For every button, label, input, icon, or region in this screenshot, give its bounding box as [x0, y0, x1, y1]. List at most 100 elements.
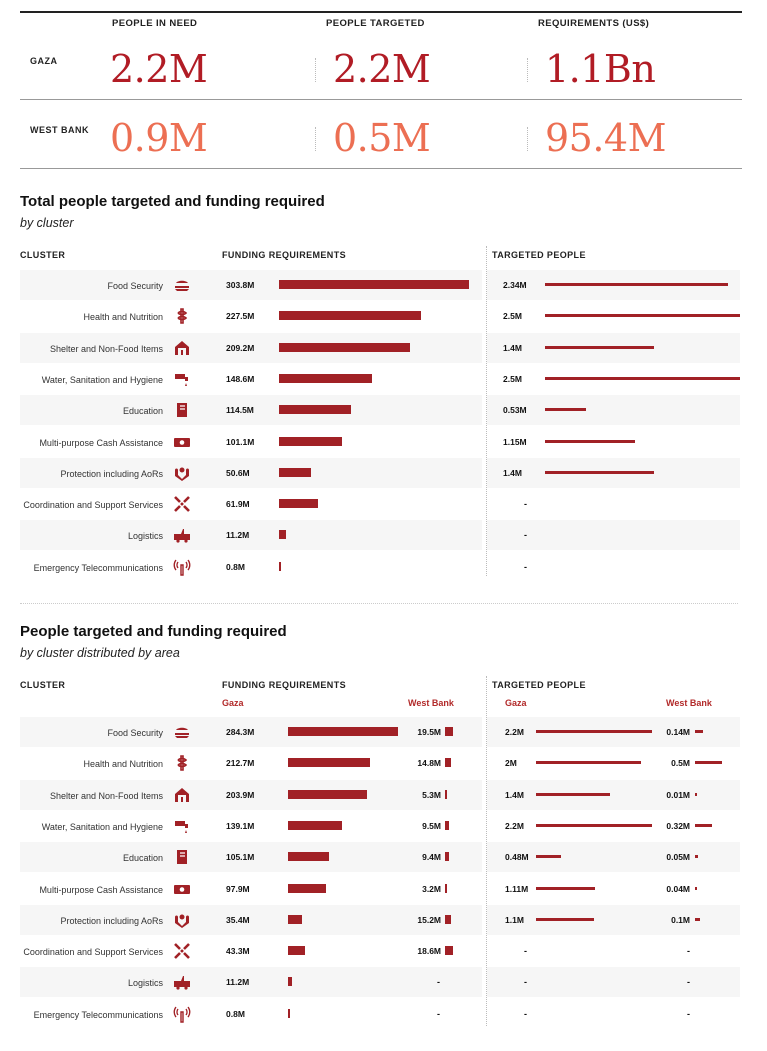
divider [527, 127, 528, 151]
gaza-requirements: 1.1Bn [545, 47, 656, 91]
column-divider [486, 676, 488, 1026]
wb-targeted-bar [695, 730, 703, 733]
gaza-targeted-value-label: 0.48M [505, 852, 529, 863]
funding-gaza-header: Gaza [222, 698, 244, 708]
targeted-value-label: - [524, 530, 527, 541]
targeted-value-label: 1.15M [503, 436, 527, 447]
divider [315, 127, 316, 151]
wb-targeted-value-label: 0.01M [666, 789, 690, 800]
wb-targeted-bar [695, 917, 701, 921]
gaza-funding-bar [288, 946, 305, 956]
coordination-icon [173, 495, 191, 513]
funding-bar [279, 467, 311, 477]
wb-targeted-value-label: 0.32M [666, 820, 690, 831]
telecom-icon [173, 1005, 191, 1023]
gaza-targeted-value-label: - [524, 946, 527, 957]
education-icon [173, 401, 191, 419]
gaza-targeted-bar [536, 855, 562, 859]
funding-value-label: 114.5M [226, 405, 254, 416]
gaza-funding-bar [288, 727, 398, 736]
gaza-funding-bar [288, 852, 329, 862]
cluster-label: Logistics [127, 531, 163, 542]
targeted-value-label: 0.53M [503, 405, 527, 416]
wb-funding-bar [445, 883, 447, 893]
section2-title: People targeted and funding required [20, 623, 287, 640]
telecom-icon [173, 558, 191, 576]
wb-targeted-value-label: 0.5M [671, 758, 690, 769]
funding-west-bank-header: West Bank [408, 698, 454, 708]
wb-targeted-value-label: - [687, 1008, 690, 1019]
cluster-label: Health and Nutrition [83, 759, 163, 770]
gaza-targeted-bar [536, 792, 610, 796]
gaza-funding-value-label: 97.9M [226, 883, 250, 894]
row-band [20, 842, 482, 873]
cluster-label: Coordination and Support Services [23, 947, 163, 958]
targeted-bar [545, 439, 635, 443]
wb-funding-value-label: - [437, 977, 440, 988]
divider [315, 58, 316, 82]
wb-requirements: 95.4M [545, 116, 667, 160]
coordination-icon [173, 942, 191, 960]
gaza-funding-value-label: 284.3M [226, 727, 255, 737]
funding-value-label: 61.9M [226, 499, 250, 510]
section-separator [20, 603, 738, 604]
gaza-targeted-value-label: 2M [505, 758, 517, 769]
gaza-funding-bar [288, 820, 342, 830]
gaza-funding-bar [288, 977, 293, 987]
cluster-label: Education [122, 406, 163, 417]
funding-value-label: 101.1M [226, 436, 255, 447]
targeted-value-label: 1.4M [503, 467, 522, 478]
targeted-bar [545, 408, 587, 412]
row-band [487, 779, 740, 810]
column-divider [486, 246, 488, 576]
wb-targeted-bar [695, 761, 722, 765]
header-people-in-need: PEOPLE IN NEED [112, 18, 198, 29]
gaza-funding-value-label: 139.1M [226, 820, 255, 831]
row-band [487, 904, 740, 935]
section2-col-cluster: CLUSTER [20, 680, 66, 690]
cluster-label: Water, Sanitation and Hygiene [41, 374, 163, 385]
targeted-bar [545, 470, 655, 474]
header-people-targeted: PEOPLE TARGETED [326, 18, 425, 29]
wb-targeted-bar [695, 823, 713, 827]
education-icon [173, 848, 191, 866]
targeted-gaza-header: Gaza [505, 698, 527, 708]
gaza-targeted-value-label: 2.2M [505, 820, 524, 831]
gaza-targeted-value-label: - [524, 1008, 527, 1019]
cluster-label: Protection including AoRs [60, 468, 163, 479]
gaza-targeted-value-label: - [524, 977, 527, 988]
cluster-label: Education [122, 853, 163, 864]
gaza-funding-value-label: 105.1M [226, 852, 255, 863]
wb-targeted-bar [695, 792, 697, 796]
targeted-value-label: - [524, 499, 527, 510]
cluster-label: Multi-purpose Cash Assistance [39, 884, 163, 895]
wb-funding-value-label: - [437, 1008, 440, 1019]
gaza-targeted-bar [536, 730, 652, 733]
row-band [20, 520, 482, 551]
section2-col-targeted: TARGETED PEOPLE [492, 680, 586, 690]
gaza-funding-bar [288, 789, 367, 799]
wb-funding-value-label: 5.3M [422, 789, 441, 800]
cluster-label: Shelter and Non-Food Items [49, 343, 163, 354]
gaza-funding-value-label: 212.7M [226, 758, 255, 769]
gaza-targeted-bar [536, 917, 594, 921]
cluster-label: Health and Nutrition [83, 312, 163, 323]
targeted-bar [545, 376, 740, 380]
shelter-icon [173, 339, 191, 357]
row-label-gaza: GAZA [30, 56, 58, 66]
funding-bar [279, 373, 372, 383]
summary-bottom-rule [20, 168, 742, 169]
funding-bar [279, 436, 343, 446]
funding-bar [279, 499, 318, 509]
cluster-label: Food Security [107, 728, 163, 738]
wb-people-in-need: 0.9M [110, 116, 208, 160]
funding-value-label: 50.6M [226, 467, 250, 478]
wb-funding-bar [445, 820, 449, 830]
funding-value-label: 0.8M [226, 561, 245, 572]
gaza-targeted-value-label: 1.11M [505, 883, 529, 894]
wb-targeted-bar [695, 855, 698, 859]
wb-funding-bar [445, 914, 452, 924]
row-band [20, 779, 482, 810]
section1-title: Total people targeted and funding requir… [20, 193, 325, 210]
cluster-label: Coordination and Support Services [23, 500, 163, 511]
